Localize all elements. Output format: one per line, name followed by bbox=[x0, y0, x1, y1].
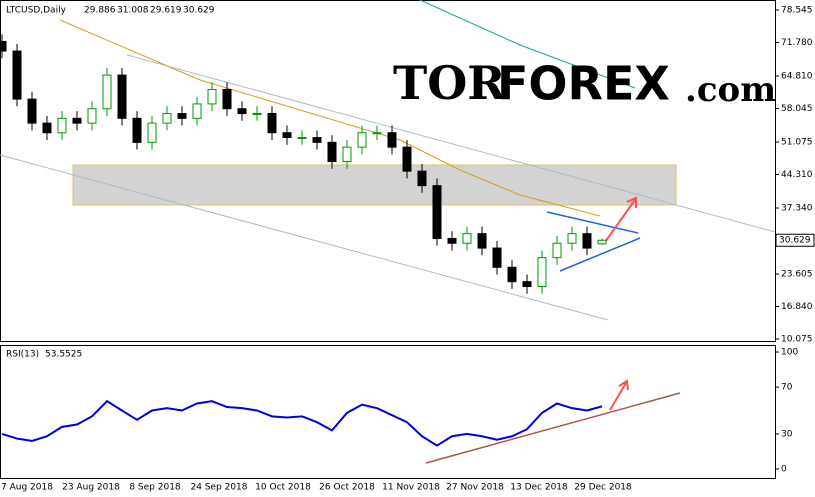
last-high: 31.008 bbox=[117, 6, 149, 16]
y-tick-label: 37.340 bbox=[781, 203, 813, 213]
candle-body bbox=[252, 113, 262, 116]
triangle-lower bbox=[559, 237, 641, 272]
x-tick-label: 26 Oct 2018 bbox=[319, 483, 375, 493]
candle-body bbox=[177, 113, 187, 119]
candle-body bbox=[552, 242, 562, 259]
candle-body bbox=[207, 88, 217, 105]
channel-upper bbox=[126, 54, 776, 233]
candle-body bbox=[462, 233, 472, 244]
arrow bbox=[604, 196, 637, 243]
candle-body bbox=[387, 132, 397, 148]
candle-body bbox=[432, 185, 442, 239]
candle-body bbox=[237, 108, 247, 115]
candle-body bbox=[72, 117, 82, 124]
last-open: 29.886 bbox=[84, 6, 116, 16]
candle-body bbox=[222, 88, 232, 110]
candle-body bbox=[42, 122, 52, 134]
price-tag-label: 30.629 bbox=[779, 236, 811, 246]
candle-body bbox=[447, 237, 457, 244]
x-tick-label: 29 Dec 2018 bbox=[574, 483, 632, 493]
rsi-panel bbox=[0, 345, 776, 479]
rsi-trendline bbox=[425, 392, 681, 464]
y-tick-label: 10.075 bbox=[781, 335, 813, 345]
y-tick-label: 44.310 bbox=[781, 170, 813, 180]
candle-body bbox=[372, 132, 382, 135]
x-tick-label: 8 Sep 2018 bbox=[129, 483, 181, 493]
y-tick-label: 23.605 bbox=[781, 269, 813, 279]
logo-right: .com bbox=[685, 70, 776, 110]
logo-middle: FOREX bbox=[497, 57, 670, 111]
candle-body bbox=[327, 141, 337, 163]
arrow bbox=[609, 379, 629, 411]
candle-body bbox=[357, 132, 367, 148]
candle-body bbox=[582, 233, 592, 249]
y-tick-label: 51.075 bbox=[781, 137, 813, 147]
candle-body bbox=[297, 137, 307, 140]
candle-body bbox=[537, 257, 547, 288]
y-tick-label: 70 bbox=[781, 383, 793, 393]
price-tag bbox=[775, 233, 815, 247]
candle-body bbox=[12, 50, 22, 100]
y-tick-label: 100 bbox=[781, 348, 798, 358]
y-tick-label: 0 bbox=[781, 464, 787, 474]
x-tick-label: 27 Nov 2018 bbox=[446, 483, 504, 493]
candle-body bbox=[492, 247, 502, 268]
y-tick-label: 16.840 bbox=[781, 302, 813, 312]
moving-average bbox=[419, 0, 636, 89]
x-tick-label: 7 Aug 2018 bbox=[1, 483, 53, 493]
x-tick-label: 13 Dec 2018 bbox=[510, 483, 568, 493]
y-tick-label: 64.810 bbox=[781, 71, 813, 81]
candle-body bbox=[507, 266, 517, 283]
candle-body bbox=[0, 40, 7, 52]
candle-body bbox=[342, 146, 352, 163]
triangle-upper bbox=[546, 211, 639, 234]
candle-body bbox=[522, 281, 532, 288]
candle-body bbox=[102, 74, 112, 110]
logo-left: TOR bbox=[393, 56, 506, 110]
resistance-zone bbox=[72, 164, 677, 206]
candle-body bbox=[132, 117, 142, 143]
candle-body bbox=[147, 122, 157, 143]
candle-body bbox=[597, 239, 607, 245]
last-close: 30.629 bbox=[183, 6, 215, 16]
candle-body bbox=[267, 113, 277, 134]
candle-body bbox=[117, 74, 127, 119]
candle-body bbox=[57, 117, 67, 134]
channel-lower bbox=[0, 154, 609, 321]
candle-body bbox=[402, 146, 412, 172]
rsi-last: 53.5525 bbox=[45, 350, 82, 360]
y-tick-label: 58.045 bbox=[781, 104, 813, 114]
x-tick-label: 10 Oct 2018 bbox=[255, 483, 311, 493]
price-panel bbox=[0, 0, 776, 342]
x-tick-label: 23 Aug 2018 bbox=[62, 483, 120, 493]
y-tick-label: 71.780 bbox=[781, 38, 813, 48]
y-tick-label: 30 bbox=[781, 429, 793, 439]
y-tick-label: 78.545 bbox=[781, 5, 813, 15]
last-low: 29.619 bbox=[150, 6, 182, 16]
rsi-line bbox=[1, 399, 603, 447]
candle-body bbox=[567, 233, 577, 244]
moving-average bbox=[59, 19, 601, 217]
candle-body bbox=[162, 113, 172, 124]
candle-body bbox=[87, 108, 97, 124]
candle-body bbox=[312, 137, 322, 143]
candle-body bbox=[192, 103, 202, 119]
candle-body bbox=[417, 170, 427, 187]
symbol: LTCUSD,Daily bbox=[6, 6, 67, 16]
x-tick-label: 11 Nov 2018 bbox=[382, 483, 440, 493]
rsi-name: RSI(13) bbox=[6, 350, 39, 360]
candle-body bbox=[27, 98, 37, 124]
x-tick-label: 24 Sep 2018 bbox=[190, 483, 247, 493]
candle-body bbox=[282, 132, 292, 139]
candle-body bbox=[477, 233, 487, 249]
